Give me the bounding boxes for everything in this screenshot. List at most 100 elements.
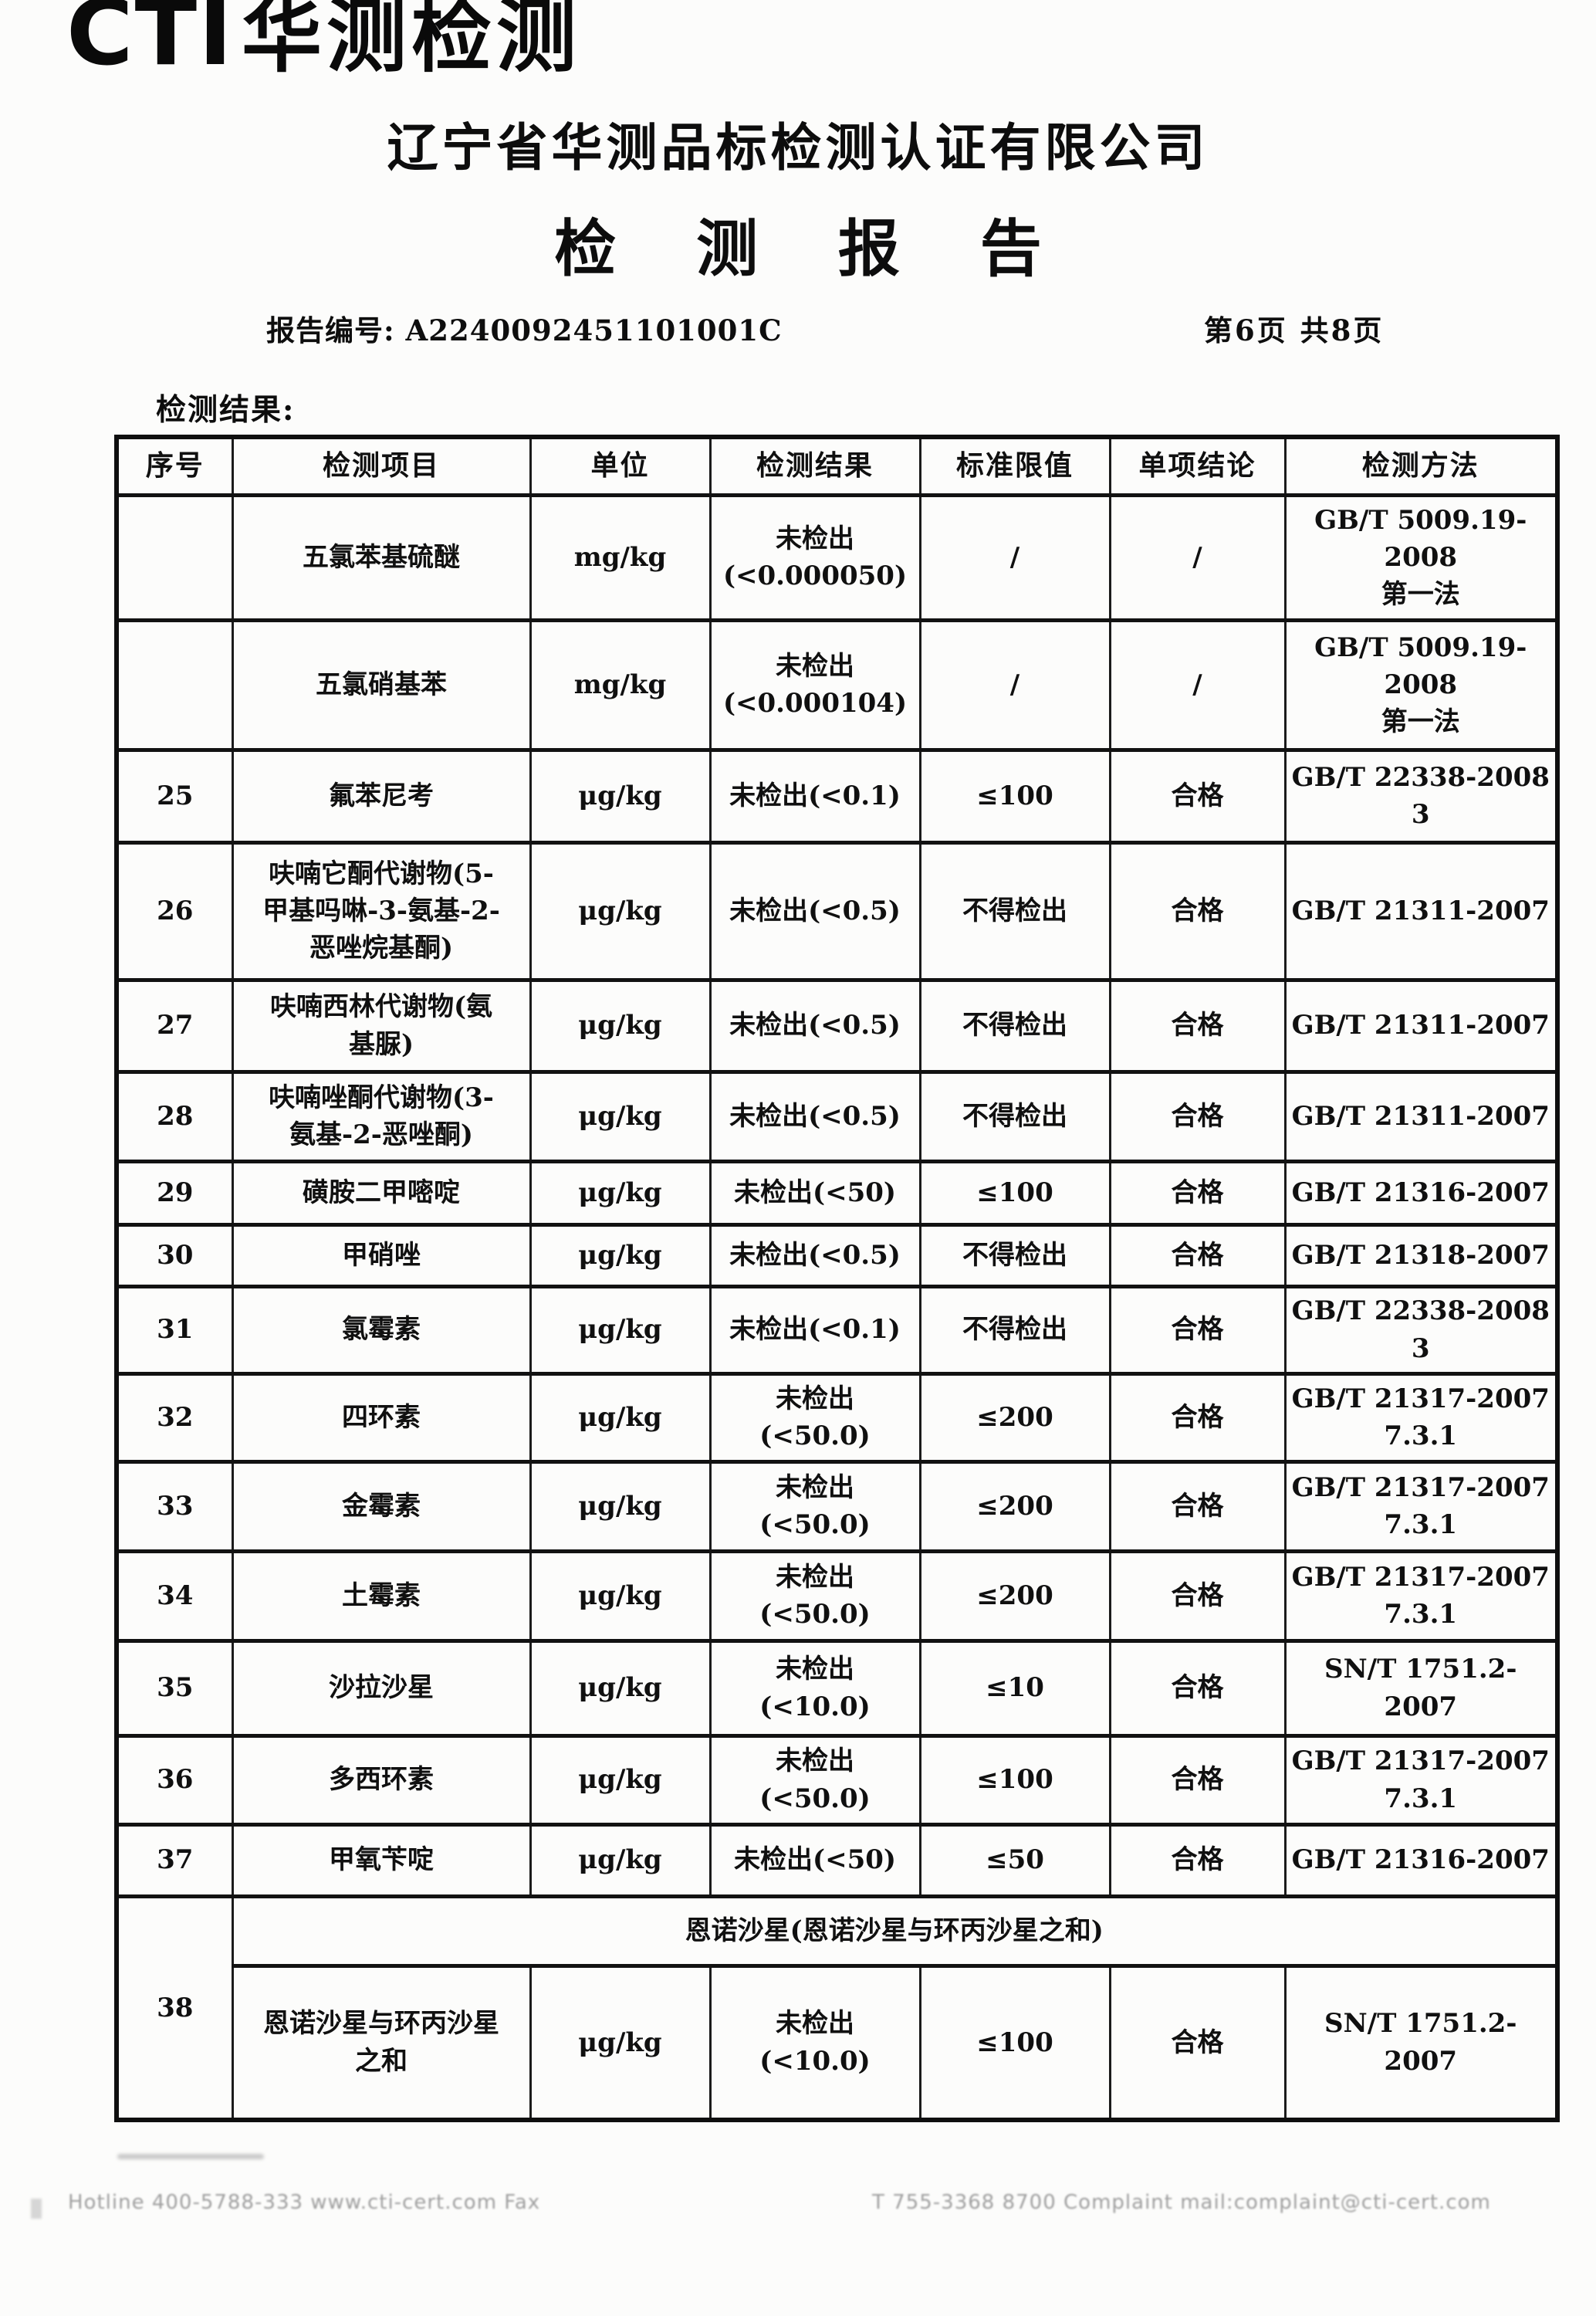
cell-method: GB/T 21311-2007 — [1283, 840, 1559, 982]
table-row: 32 四环素 μg/kg 未检出 (<50.0) ≤200 合格 GB/T 21317-20… — [115, 1371, 1559, 1464]
column-header: 检测结果 — [708, 435, 921, 497]
cell-no: 37 — [115, 1822, 234, 1898]
cell-method: GB/T 21311-2007 — [1283, 977, 1559, 1074]
cell-conclusion: 合格 — [1108, 1549, 1287, 1643]
cell-unit: μg/kg — [529, 1822, 712, 1898]
table-row: 35 沙拉沙星 μg/kg 未检出 (<10.0) ≤10 合格 SN/T 1751.2-2… — [115, 1638, 1559, 1738]
cell-method: GB/T 21311-2007 — [1283, 1069, 1559, 1163]
table-row: 30 甲硝唑 μg/kg 未检出(<0.5) 不得检出 合格 GB/T 21318-2007 — [115, 1222, 1559, 1288]
table-header-row: 序号 检测项目 单位 检测结果 标准限值 单项结论 检测方法 — [115, 435, 1559, 497]
cell-limit: 不得检出 — [918, 1284, 1111, 1376]
cell-limit: / — [918, 618, 1111, 752]
cell-method: GB/T 21317-2007 7.3.1 — [1283, 1459, 1559, 1553]
column-header: 标准限值 — [918, 435, 1111, 497]
cell-method: GB/T 21316-2007 — [1283, 1822, 1559, 1898]
cell-no: 34 — [115, 1549, 234, 1643]
results-table: 序号 检测项目 单位 检测结果 标准限值 单项结论 检测方法 五氯苯基硫醚 mg/kg 未检出 … — [114, 435, 1560, 2122]
cell-result: 未检出(<0.1) — [708, 1284, 921, 1376]
cell-item: 金霉素 — [231, 1459, 532, 1553]
table-row: 31 氯霉素 μg/kg 未检出(<0.1) 不得检出 合格 GB/T 22338-2008… — [115, 1284, 1559, 1376]
cell-item-group: 恩诺沙星(恩诺沙星与环丙沙星之和) — [231, 1894, 1559, 1968]
cell-conclusion: 合格 — [1108, 1069, 1287, 1163]
cell-conclusion: / — [1108, 493, 1287, 622]
cell-item: 甲氧苄啶 — [231, 1822, 532, 1898]
column-header: 检测项目 — [231, 435, 532, 497]
cell-unit: μg/kg — [529, 840, 712, 982]
cell-limit: ≤200 — [918, 1549, 1111, 1643]
table-row: 29 磺胺二甲嘧啶 μg/kg 未检出(<50) ≤100 合格 GB/T 21316-20… — [115, 1159, 1559, 1227]
cell-conclusion: 合格 — [1108, 1638, 1287, 1738]
cell-unit: μg/kg — [529, 1069, 712, 1163]
cell-limit: ≤100 — [918, 1963, 1111, 2122]
cell-no: 30 — [115, 1222, 234, 1288]
cell-limit: / — [918, 493, 1111, 622]
cell-limit: 不得检出 — [918, 977, 1111, 1074]
cell-result: 未检出(<50) — [708, 1159, 921, 1227]
cell-unit: mg/kg — [529, 618, 712, 752]
cell-item: 氟苯尼考 — [231, 747, 532, 845]
cell-item: 四环素 — [231, 1371, 532, 1464]
footer-contact-right: T 755-3368 8700 Complaint mail:complaint… — [872, 2191, 1491, 2214]
table-row: 36 多西环素 μg/kg 未检出 (<50.0) ≤100 合格 GB/T 21317-2… — [115, 1733, 1559, 1827]
cell-limit: ≤10 — [918, 1638, 1111, 1738]
table-row: 34 土霉素 μg/kg 未检出 (<50.0) ≤200 合格 GB/T 21317-20… — [115, 1549, 1559, 1643]
cell-method: GB/T 5009.19- 2008 第一法 — [1283, 618, 1559, 752]
cell-no: 25 — [115, 747, 234, 845]
column-header: 单项结论 — [1108, 435, 1287, 497]
cell-limit: 不得检出 — [918, 1069, 1111, 1163]
table-row: 37 甲氧苄啶 μg/kg 未检出(<50) ≤50 合格 GB/T 21316-2007 — [115, 1822, 1559, 1898]
column-header: 检测方法 — [1283, 435, 1559, 497]
cell-no: 31 — [115, 1284, 234, 1376]
cell-item: 五氯苯基硫醚 — [231, 493, 532, 622]
cell-result: 未检出(<0.1) — [708, 747, 921, 845]
cell-conclusion: 合格 — [1108, 1371, 1287, 1464]
cell-limit: 不得检出 — [918, 840, 1111, 982]
cell-no: 38 — [115, 1894, 234, 2122]
cell-unit: μg/kg — [529, 1371, 712, 1464]
cell-item: 甲硝唑 — [231, 1222, 532, 1288]
table-row: 28 呋喃唑酮代谢物(3- 氨基-2-恶唑酮) μg/kg 未检出(<0.5) 不得检出… — [115, 1069, 1559, 1163]
cell-item: 磺胺二甲嘧啶 — [231, 1159, 532, 1227]
cell-limit: ≤100 — [918, 1733, 1111, 1827]
cell-method: GB/T 21316-2007 — [1283, 1159, 1559, 1227]
cell-item: 土霉素 — [231, 1549, 532, 1643]
cell-item: 呋喃它酮代谢物(5- 甲基吗啉-3-氨基-2- 恶唑烷基酮) — [231, 840, 532, 982]
cell-method: SN/T 1751.2-2007 — [1283, 1638, 1559, 1738]
cell-unit: μg/kg — [529, 977, 712, 1074]
cell-item: 五氯硝基苯 — [231, 618, 532, 752]
cell-no: 32 — [115, 1371, 234, 1464]
cell-unit: mg/kg — [529, 493, 712, 622]
cell-conclusion: 合格 — [1108, 1963, 1287, 2122]
cell-no: 28 — [115, 1069, 234, 1163]
cell-limit: ≤200 — [918, 1371, 1111, 1464]
cell-unit: μg/kg — [529, 1284, 712, 1376]
cell-item: 恩诺沙星与环丙沙星 之和 — [231, 1963, 532, 2122]
table-header: 序号 检测项目 单位 检测结果 标准限值 单项结论 检测方法 — [115, 435, 1559, 497]
cell-conclusion: 合格 — [1108, 747, 1287, 845]
cell-conclusion: 合格 — [1108, 1822, 1287, 1898]
cell-result: 未检出(<50) — [708, 1822, 921, 1898]
cell-no: 36 — [115, 1733, 234, 1827]
cell-conclusion: 合格 — [1108, 977, 1287, 1074]
cell-item: 呋喃西林代谢物(氨 基脲) — [231, 977, 532, 1074]
scan-edge-mark — [31, 2199, 42, 2219]
cell-method: GB/T 21317-2007 7.3.1 — [1283, 1733, 1559, 1827]
cell-conclusion: 合格 — [1108, 1733, 1287, 1827]
table-row: 恩诺沙星与环丙沙星 之和 μg/kg 未检出 (<10.0) ≤100 合格 SN/T 1… — [117, 1963, 1559, 2122]
cell-limit: ≤50 — [918, 1822, 1111, 1898]
cell-unit: μg/kg — [529, 1638, 712, 1738]
cell-unit: μg/kg — [529, 1549, 712, 1643]
cell-no: 26 — [115, 840, 234, 982]
table-row: 25 氟苯尼考 μg/kg 未检出(<0.1) ≤100 合格 GB/T 22338-200… — [115, 747, 1559, 845]
table-row: 五氯苯基硫醚 mg/kg 未检出 (<0.000050) / / GB/T 5009.19… — [115, 493, 1559, 622]
report-title: 检 测 报 告 — [554, 212, 1071, 285]
table-row: 27 呋喃西林代谢物(氨 基脲) μg/kg 未检出(<0.5) 不得检出 合格 GB/T … — [115, 977, 1559, 1074]
cell-result: 未检出 (<0.000050) — [708, 493, 921, 622]
cell-result: 未检出 (<10.0) — [708, 1963, 921, 2122]
cell-item: 多西环素 — [231, 1733, 532, 1827]
cell-method: GB/T 22338-2008 3 — [1283, 747, 1559, 845]
cell-item: 氯霉素 — [231, 1284, 532, 1376]
cell-no — [115, 618, 234, 752]
cell-conclusion: / — [1108, 618, 1287, 752]
table-row: 五氯硝基苯 mg/kg 未检出 (<0.000104) / / GB/T 5009.19-… — [115, 618, 1559, 752]
